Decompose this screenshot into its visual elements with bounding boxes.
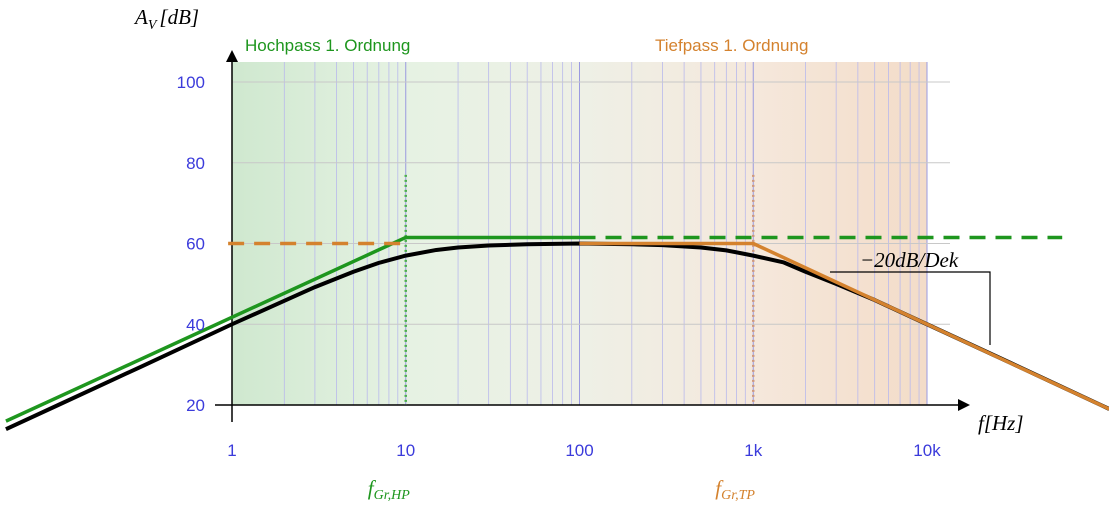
- y-axis-arrow: [226, 50, 238, 62]
- slope-bracket: [830, 271, 991, 345]
- x-label-unit: [Hz]: [984, 411, 1024, 435]
- y-label-sub: V: [148, 18, 158, 33]
- y-axis-label: AV [dB]: [133, 5, 199, 33]
- corner-label-main: f: [368, 476, 377, 500]
- response-line: [5, 235, 580, 423]
- corner-label-sub: Gr,TP: [721, 488, 755, 503]
- response-line: [579, 241, 1109, 411]
- y-label-unit: [dB]: [159, 5, 199, 29]
- grid: [215, 50, 970, 422]
- annotation: −20dB/Dek: [860, 248, 959, 272]
- x-axis-label: f[Hz]: [978, 411, 1024, 435]
- y-tick-label: 60: [186, 235, 205, 254]
- corner-label: fGr,HP: [368, 476, 410, 503]
- y-label-main: A: [133, 5, 148, 29]
- x-tick-label: 1: [227, 441, 236, 460]
- y-tick-label: 20: [186, 396, 205, 415]
- legend-label: Tiefpass 1. Ordnung: [655, 36, 808, 55]
- x-label-main: f: [978, 411, 987, 435]
- corner-label-sub: Gr,HP: [374, 488, 411, 503]
- plot: [5, 174, 1109, 432]
- corner-label-main: f: [715, 476, 724, 500]
- corner-label: fGr,TP: [715, 476, 755, 503]
- x-tick-label: 1k: [744, 441, 762, 460]
- x-tick-label: 100: [565, 441, 593, 460]
- y-tick-label: 100: [177, 73, 205, 92]
- y-tick-label: 80: [186, 154, 205, 173]
- y-tick-label: 40: [186, 315, 205, 334]
- x-tick-label: 10: [396, 441, 415, 460]
- x-tick-label: 10k: [913, 441, 941, 460]
- legend-label: Hochpass 1. Ordnung: [245, 36, 410, 55]
- x-axis-arrow: [958, 399, 970, 411]
